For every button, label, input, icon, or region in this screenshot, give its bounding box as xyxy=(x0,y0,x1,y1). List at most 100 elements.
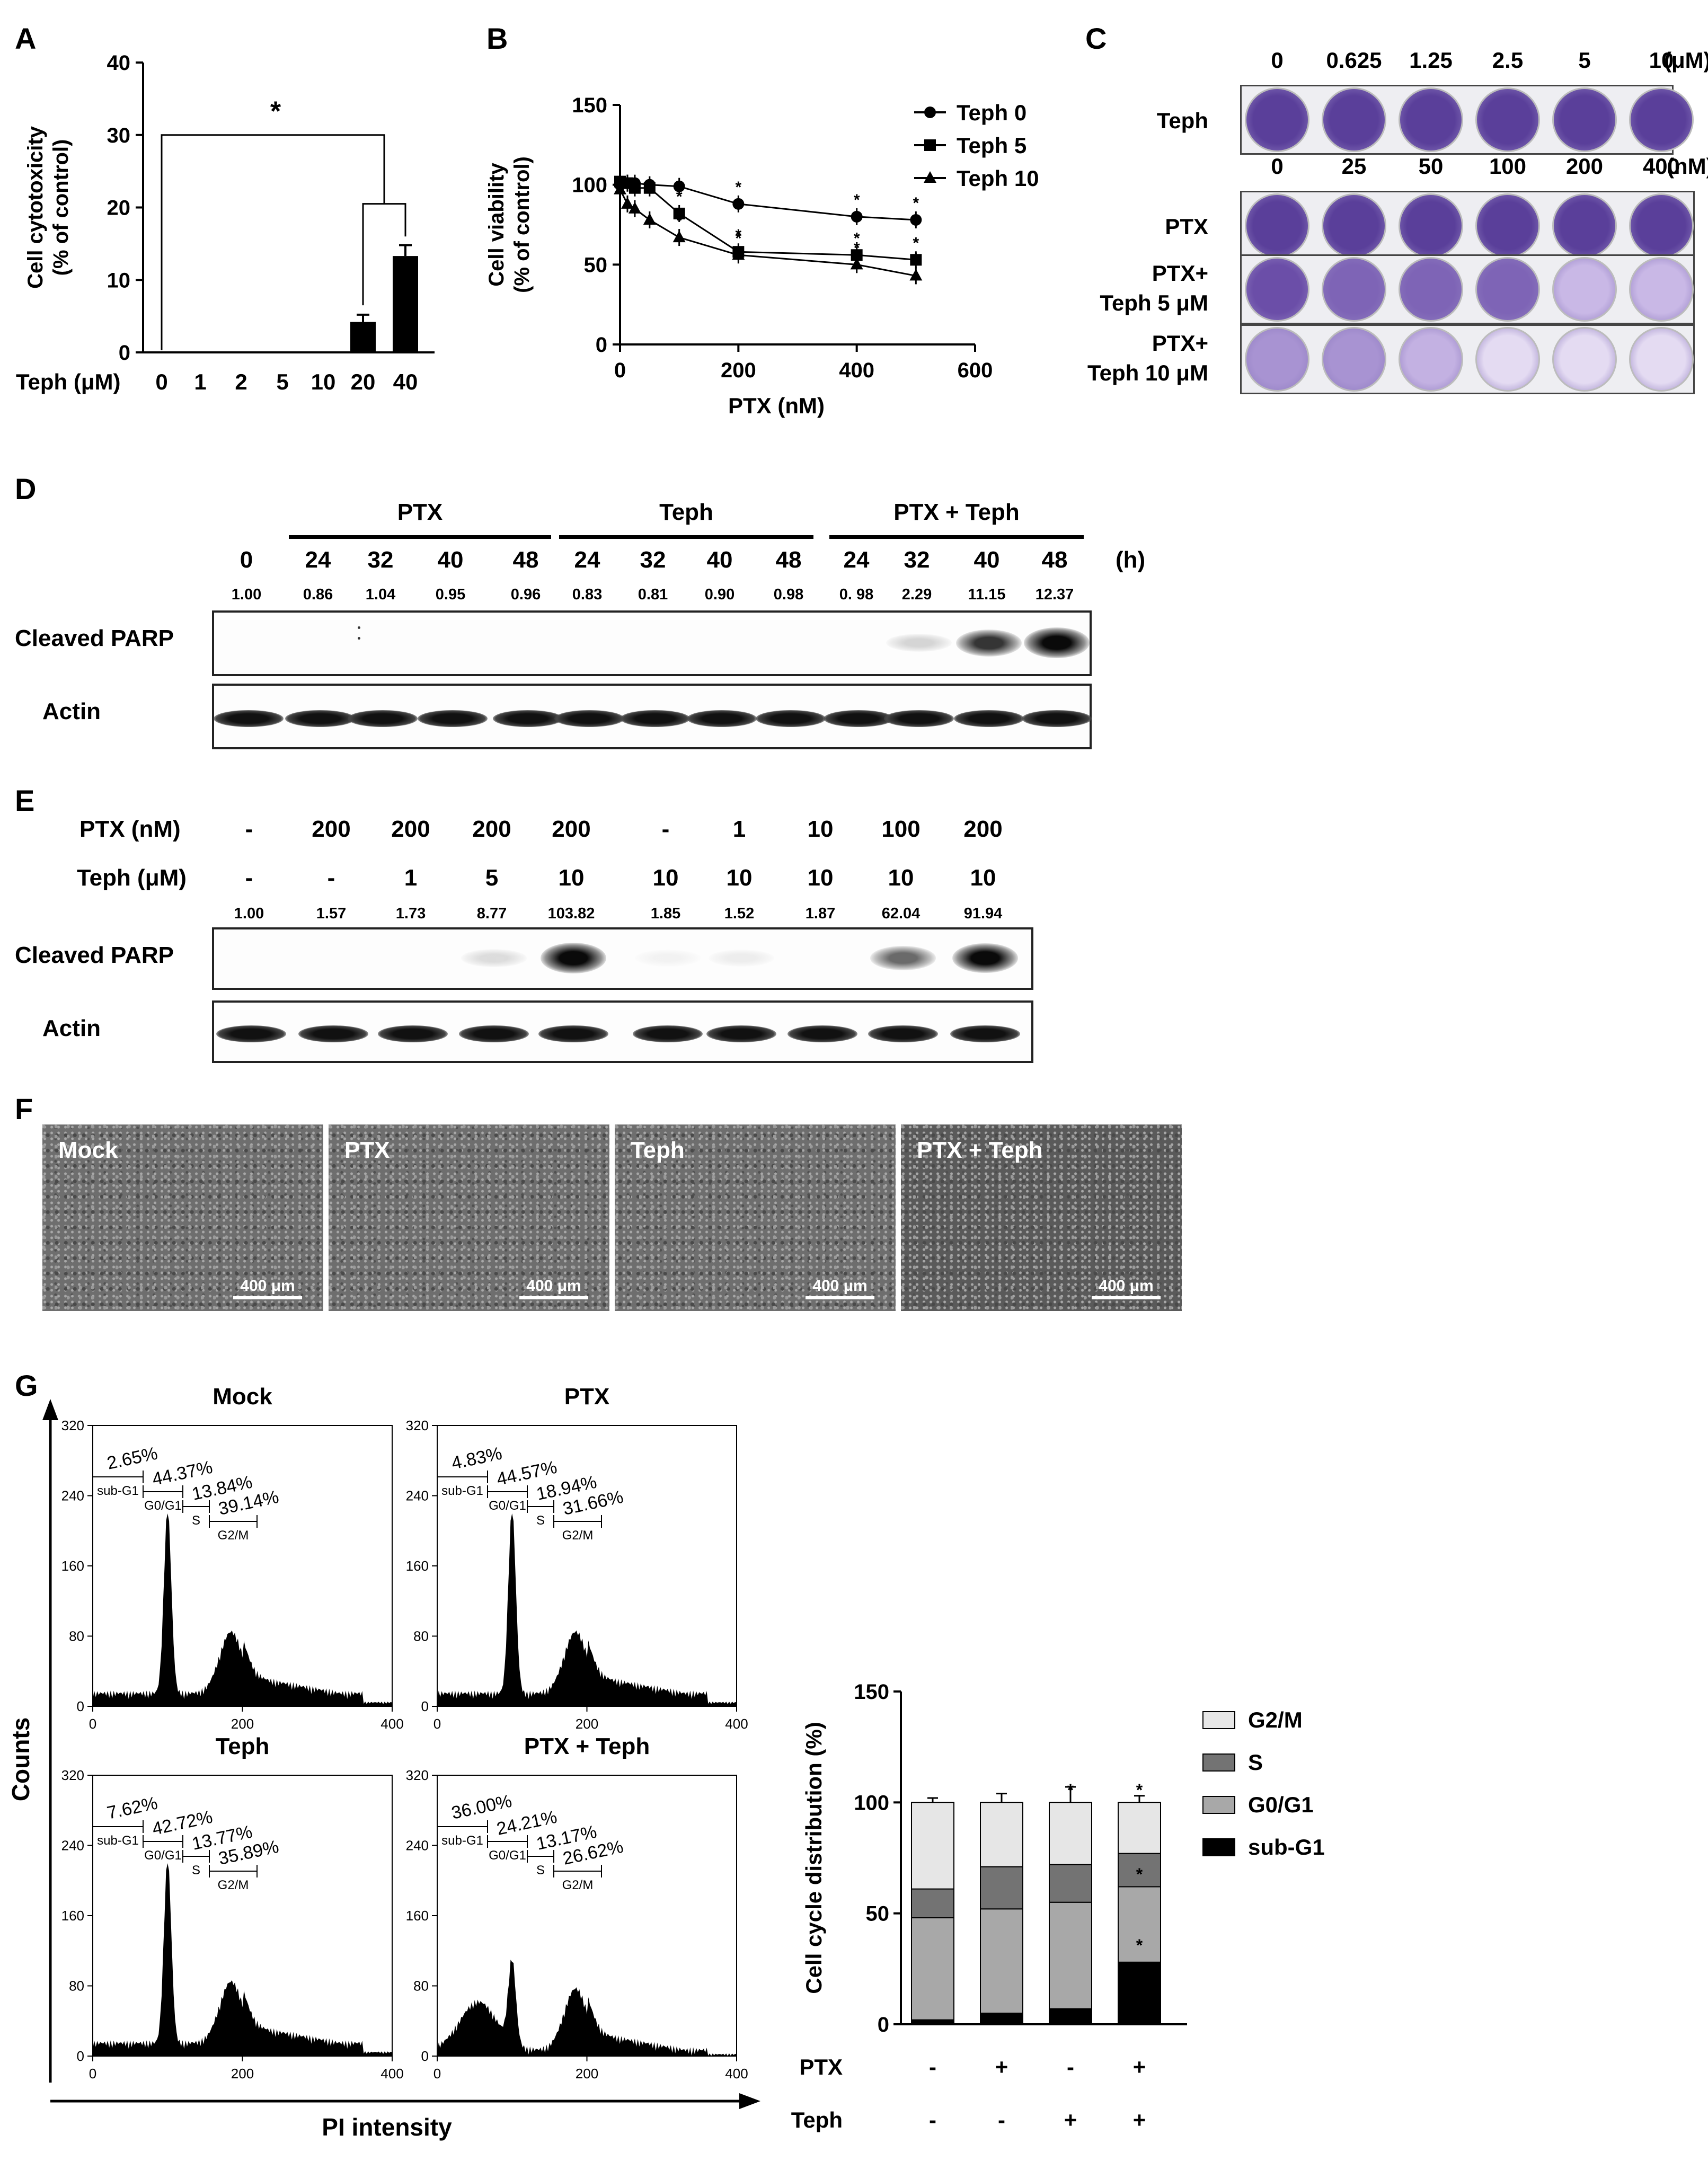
x-axis-prefix: Teph (μM) xyxy=(16,369,121,394)
panel-label-g: G xyxy=(15,1369,38,1402)
x-tick-label: 200 xyxy=(576,2066,598,2082)
conc-label-teph: 0.625 xyxy=(1326,48,1382,73)
row-label: PTX+ Teph 5 μM xyxy=(1100,259,1208,318)
sig-star: * xyxy=(913,234,919,252)
micrograph-label: PTX + Teph xyxy=(917,1137,1043,1163)
scale-bar-text: 400 μm xyxy=(240,1277,295,1295)
quant-value: 0.90 xyxy=(704,586,735,603)
well xyxy=(1245,327,1309,392)
y-tick-label: 100 xyxy=(572,174,607,197)
time-label: 40 xyxy=(706,547,733,573)
x-tick-label: 20 xyxy=(351,369,376,394)
micrograph-label: PTX xyxy=(344,1137,390,1163)
scale-bar-text: 400 μm xyxy=(812,1277,868,1295)
panel-c-colony-assay: 0 0.625 1.25 2.5 5 10(μM) 0 25 50 100 200 400(nM) Te… xyxy=(1081,42,1708,394)
stacked-bar-segment xyxy=(1118,1961,1161,2025)
stacked-bar-segment xyxy=(1118,1802,1161,1854)
y-tick-label: 0 xyxy=(421,2048,429,2064)
conc-label-ptx: 200 xyxy=(1565,154,1604,179)
teph-conc: - xyxy=(327,865,335,891)
stacked-bar-segment xyxy=(980,1908,1023,2014)
row-label: PTX xyxy=(1165,212,1208,242)
gate-label: sub-G1 xyxy=(441,1484,483,1498)
teph-row-label: Teph (μM) xyxy=(77,865,187,891)
scale-bar: 400 μm xyxy=(519,1277,588,1299)
teph-conc: 10 xyxy=(726,865,753,891)
x-tick-label: 200 xyxy=(231,2066,254,2082)
x-axis-label: PTX (nM) xyxy=(728,393,825,418)
actin-band xyxy=(285,710,355,727)
well xyxy=(1245,87,1309,152)
sig-star: * xyxy=(1136,1865,1143,1884)
time-label: 24 xyxy=(843,547,870,573)
stacked-bar-segment xyxy=(980,1802,1023,1867)
counts-arrow-head xyxy=(42,1399,58,1420)
legend-marker xyxy=(924,107,936,118)
gate-label: S xyxy=(192,1863,200,1877)
pi-intensity-label: PI intensity xyxy=(322,2113,452,2141)
stacked-bar-segment xyxy=(911,1802,954,1890)
chart-g-cell-cycle: 0 50 100 150 Cell cycle distribution (%) - - + -… xyxy=(791,1680,1325,2132)
teph-conc: 10 xyxy=(558,865,585,891)
parp-band xyxy=(956,629,1022,657)
conc-label-ptx: 25 xyxy=(1341,154,1367,179)
legend-swatch xyxy=(1202,1838,1235,1856)
x-tick-label: 400 xyxy=(725,1716,748,1732)
ptx-conc: - xyxy=(245,816,253,842)
histogram-fill xyxy=(93,1863,392,2056)
gate-label: S xyxy=(536,1863,545,1877)
scale-bar: 400 μm xyxy=(233,1277,302,1299)
quant-value: 0.81 xyxy=(638,586,668,603)
teph-sign: + xyxy=(1064,2107,1077,2132)
y-tick-label: 80 xyxy=(69,1628,84,1644)
gate-label: G0/G1 xyxy=(144,1499,182,1513)
teph-sign: - xyxy=(929,2107,936,2132)
conc-label-teph: 0 xyxy=(1271,48,1284,73)
parp-band xyxy=(461,949,527,967)
histogram-fill xyxy=(437,1513,737,1706)
actin-band xyxy=(950,1025,1020,1042)
scale-bar-line xyxy=(519,1296,588,1299)
quant-value: 0.98 xyxy=(773,586,804,603)
y-tick-label: 0 xyxy=(77,1698,84,1714)
legend-label: S xyxy=(1248,1750,1263,1775)
pi-arrow-head xyxy=(739,2093,760,2109)
teph-conc: 10 xyxy=(970,865,996,891)
well xyxy=(1629,327,1694,392)
quant-value: 0.83 xyxy=(572,586,603,603)
quant-value: 2.29 xyxy=(901,586,932,603)
teph-sign: + xyxy=(1133,2107,1146,2132)
x-tick-label: 0 xyxy=(614,359,626,382)
conc-label-ptx: 400 xyxy=(1642,154,1680,179)
x-tick-label: 0 xyxy=(433,2066,441,2082)
teph-sign: - xyxy=(998,2107,1005,2132)
quant-value: 1.52 xyxy=(724,905,755,922)
conc-label-ptx: 50 xyxy=(1418,154,1444,179)
stacked-bar-segment xyxy=(980,1866,1023,1910)
legend-label: G2/M xyxy=(1248,1707,1303,1732)
panel-label-c: C xyxy=(1085,22,1107,55)
group-bar xyxy=(559,535,813,539)
well xyxy=(1322,327,1386,392)
actin-band xyxy=(554,710,624,727)
ptx-sign: + xyxy=(1133,2054,1146,2079)
quant-value: 91.94 xyxy=(963,905,1003,922)
stacked-bar-segment xyxy=(911,1888,954,1919)
y-tick-label: 320 xyxy=(61,1767,84,1783)
histogram-title: Mock xyxy=(213,1384,272,1410)
ptx-conc: - xyxy=(661,816,670,842)
well xyxy=(1322,87,1386,152)
actin-band xyxy=(756,710,826,727)
well xyxy=(1475,87,1540,152)
ptx-sign: + xyxy=(995,2054,1008,2079)
well xyxy=(1399,257,1463,322)
micrograph: Mock 400 μm xyxy=(42,1124,323,1311)
y-tick-label: 240 xyxy=(406,1488,429,1504)
quant-value: 0.86 xyxy=(303,586,333,603)
scale-bar-line xyxy=(1092,1296,1161,1299)
parp-band xyxy=(1024,627,1090,658)
well xyxy=(1552,193,1617,258)
actin-band xyxy=(633,1025,703,1042)
